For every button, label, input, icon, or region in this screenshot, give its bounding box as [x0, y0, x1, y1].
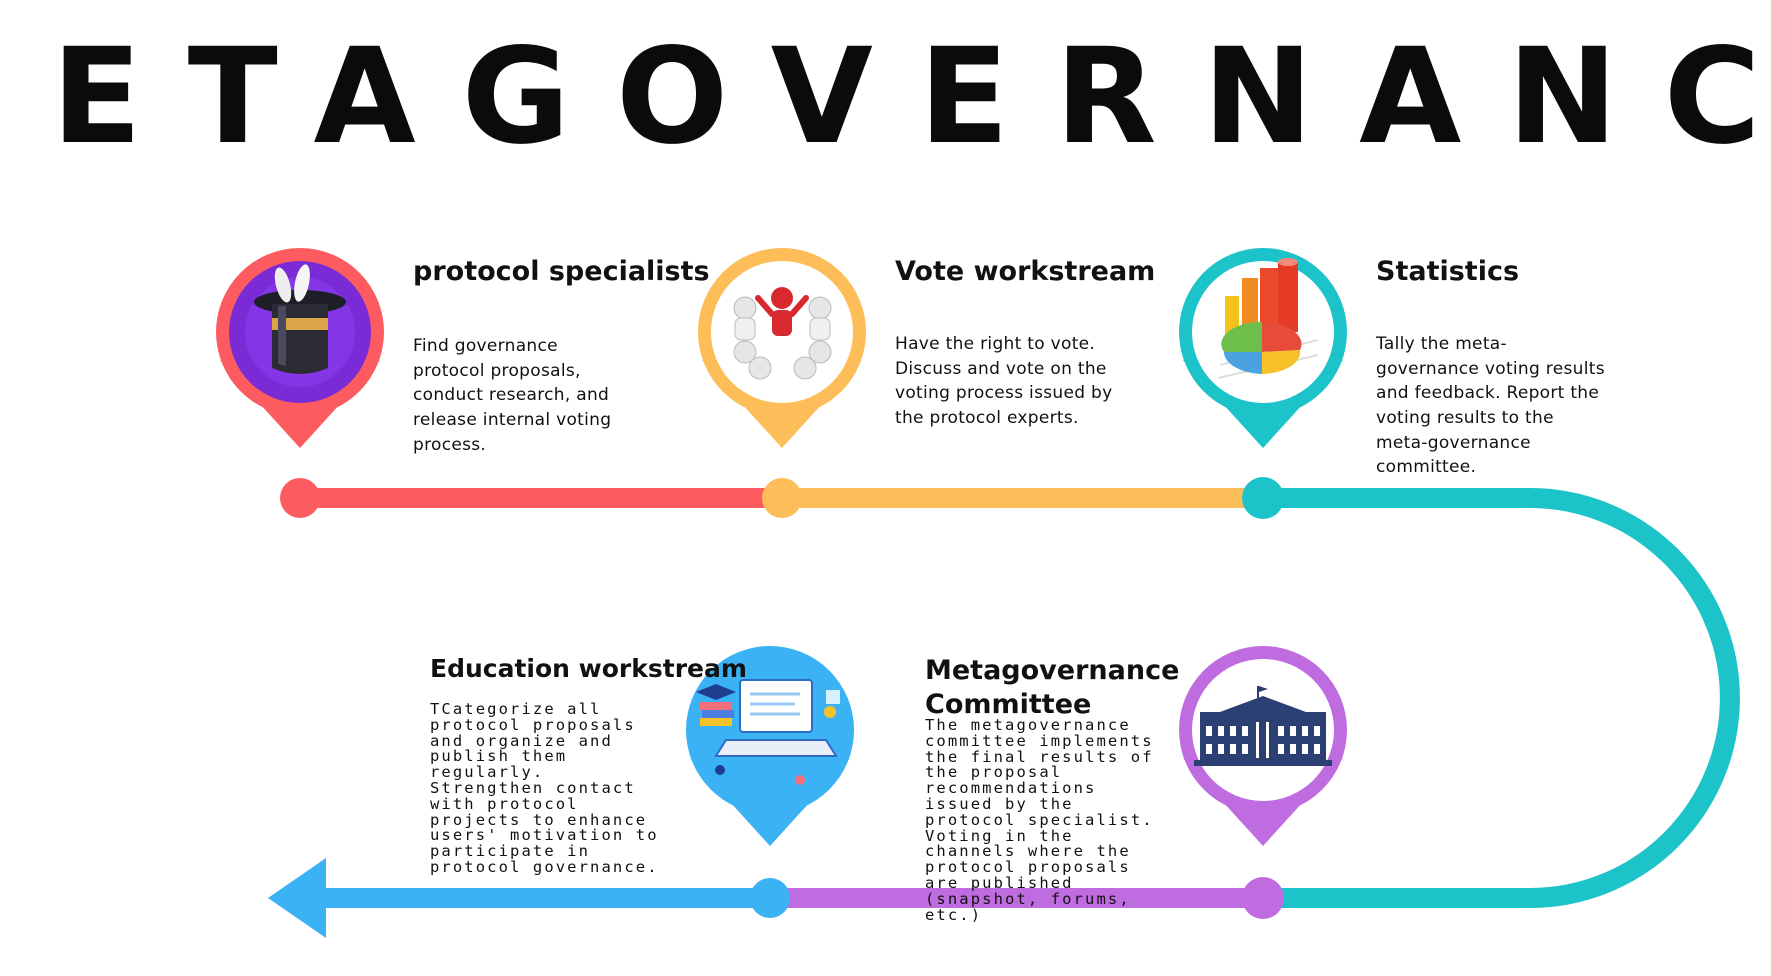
step-title-statistics: Statistics — [1376, 256, 1520, 287]
track-segment-teal — [1263, 488, 1740, 908]
pin-marker-2 — [698, 248, 866, 448]
pin-marker-1 — [216, 248, 384, 448]
magic-hat-rabbit-icon — [254, 264, 346, 374]
education-laptop-icon — [696, 679, 840, 785]
timeline-dot-3 — [1242, 477, 1284, 519]
timeline-dot-5 — [750, 878, 790, 918]
timeline-dot-4 — [1242, 877, 1284, 919]
pin-marker-5 — [686, 646, 854, 846]
timeline-dot-1 — [280, 478, 320, 518]
government-building-icon — [1194, 686, 1332, 766]
step-description-protocol-specialists: Find governance protocol proposals, cond… — [413, 336, 612, 455]
arrow-head — [268, 858, 326, 938]
team-people-icon — [733, 287, 832, 380]
step-title-vote-workstream: Vote workstream — [895, 256, 1156, 287]
pin-marker-3 — [1179, 248, 1347, 448]
step-title-metagovernance-committee: Metagovernance Committee — [925, 655, 1180, 720]
step-description-statistics: Tally the meta-governance voting results… — [1376, 334, 1605, 478]
chart-icon — [1217, 258, 1319, 379]
page-title: METAGOVERNANCE — [0, 20, 1771, 174]
step-description-metagovernance-committee: The metagovernance committee implements … — [925, 716, 1154, 924]
timeline-dot-2 — [762, 478, 802, 518]
step-description-education-workstream: TCategorize all protocol proposals and o… — [430, 700, 659, 876]
pin-marker-4 — [1179, 646, 1347, 846]
step-title-protocol-specialists: protocol specialists — [413, 256, 710, 287]
step-description-vote-workstream: Have the right to vote. Discuss and vote… — [895, 334, 1113, 428]
step-title-education-workstream: Education workstream — [430, 654, 747, 683]
